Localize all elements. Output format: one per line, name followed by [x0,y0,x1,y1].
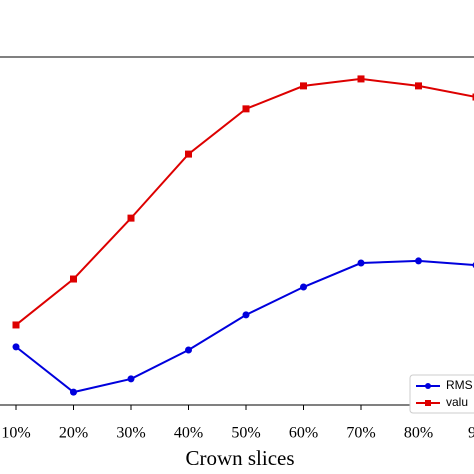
x-tick-label: 50% [231,425,260,442]
x-tick-label: 80% [404,425,433,442]
legend-marker [425,400,431,406]
legend: RMS valu [409,374,474,414]
legend-label: valu [446,395,468,409]
x-tick-label: 40% [174,425,203,442]
x-tick-label: 20% [59,425,88,442]
marker [300,283,307,291]
marker [185,346,192,354]
marker [70,275,77,283]
marker [12,321,20,329]
x-tick-label: 30% [116,425,145,442]
x-tick-label: 70% [346,425,375,442]
marker [472,93,474,101]
legend-marker [425,383,431,389]
marker [127,214,135,222]
x-axis-title: Crown slices [185,446,294,470]
marker [70,388,77,396]
x-tick-label: 60% [289,425,318,442]
series-line [15,77,474,326]
marker [12,343,20,351]
series-line [15,259,474,394]
marker [415,257,422,265]
marker [357,259,365,267]
marker [415,82,422,90]
marker [357,75,365,83]
marker [127,375,135,383]
marker [185,150,192,158]
marker [242,105,250,113]
x-tick-label: 10% [1,425,30,442]
marker [300,82,307,90]
legend-label: RMS [446,378,473,392]
marker [242,311,250,319]
x-tick-label: 90 [468,425,474,442]
